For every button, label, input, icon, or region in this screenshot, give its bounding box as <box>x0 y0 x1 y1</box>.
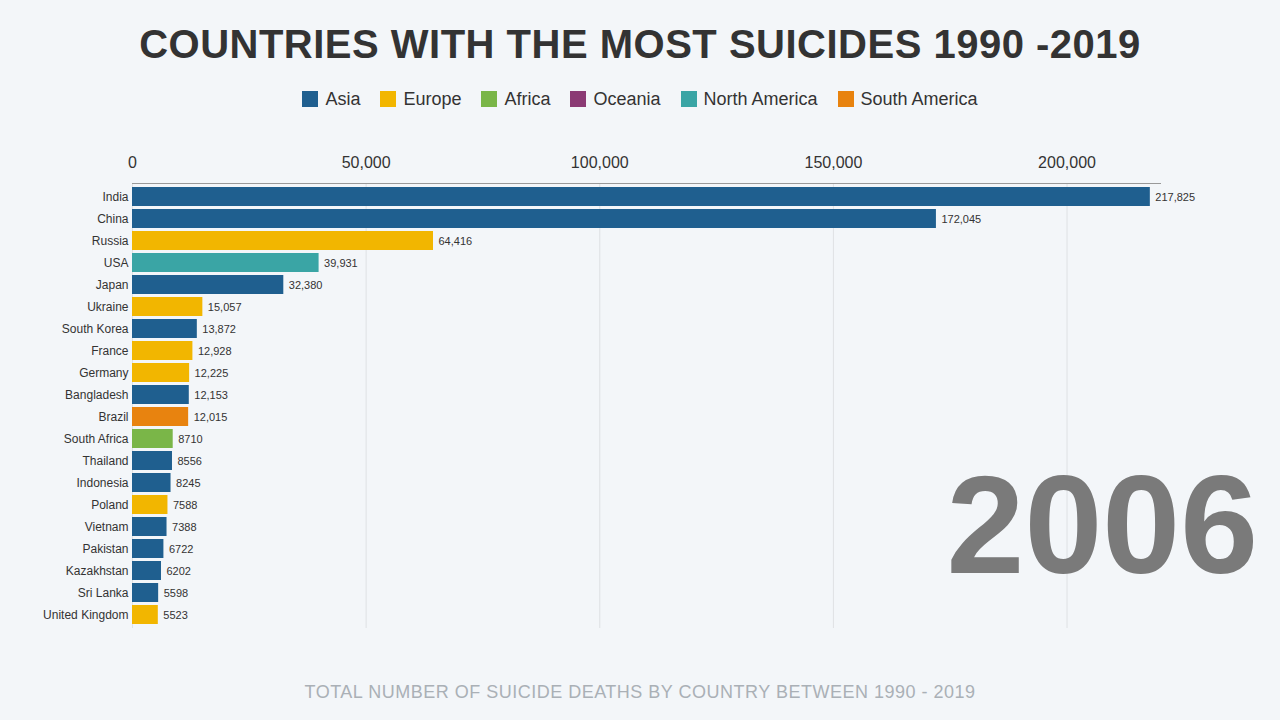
svg-text:8556: 8556 <box>177 455 201 467</box>
svg-text:India: India <box>102 190 128 204</box>
svg-text:Vietnam: Vietnam <box>85 520 129 534</box>
svg-text:Bangladesh: Bangladesh <box>65 388 128 402</box>
html-text:COUNTRIES WITH THE MOST SUICID: COUNTRIES WITH THE MOST SUICIDES 1990 -2… <box>139 22 1141 66</box>
svg-text:Japan: Japan <box>96 278 129 292</box>
svg-text:South Korea: South Korea <box>62 322 129 336</box>
svg-text:0: 0 <box>128 154 137 171</box>
svg-text:6202: 6202 <box>166 565 190 577</box>
svg-text:5598: 5598 <box>164 587 188 599</box>
svg-text:Sri Lanka: Sri Lanka <box>78 586 129 600</box>
svg-text:7588: 7588 <box>173 499 197 511</box>
svg-text:Pakistan: Pakistan <box>82 542 128 556</box>
svg-text:5523: 5523 <box>163 609 187 621</box>
svg-text:6722: 6722 <box>169 543 193 555</box>
svg-text:64,416: 64,416 <box>438 235 472 247</box>
html-text:South America: South America <box>860 88 978 109</box>
svg-text:50,000: 50,000 <box>342 154 391 171</box>
svg-text:Indonesia: Indonesia <box>76 476 128 490</box>
svg-text:172,045: 172,045 <box>941 213 981 225</box>
svg-text:15,057: 15,057 <box>208 301 242 313</box>
svg-text:32,380: 32,380 <box>289 279 323 291</box>
svg-text:12,015: 12,015 <box>194 411 228 423</box>
svg-text:13,872: 13,872 <box>202 323 236 335</box>
svg-text:39,931: 39,931 <box>324 257 358 269</box>
svg-text:100,000: 100,000 <box>571 154 629 171</box>
html-text:Africa: Africa <box>504 88 551 109</box>
svg-text:Ukraine: Ukraine <box>87 300 129 314</box>
svg-text:12,225: 12,225 <box>195 367 229 379</box>
svg-text:12,928: 12,928 <box>198 345 232 357</box>
svg-text:China: China <box>97 212 129 226</box>
svg-text:200,000: 200,000 <box>1038 154 1096 171</box>
html-text:Oceania: Oceania <box>593 88 661 109</box>
svg-text:Russia: Russia <box>92 234 129 248</box>
svg-text:8245: 8245 <box>176 477 200 489</box>
svg-text:Poland: Poland <box>91 498 128 512</box>
svg-text:12,153: 12,153 <box>194 389 228 401</box>
html-text:Asia: Asia <box>325 88 361 109</box>
html-text:Europe: Europe <box>403 88 462 109</box>
svg-text:USA: USA <box>104 256 129 270</box>
svg-text:United Kingdom: United Kingdom <box>43 608 128 622</box>
svg-text:217,825: 217,825 <box>1155 191 1195 203</box>
html-text:North America: North America <box>703 88 818 109</box>
svg-text:Kazakhstan: Kazakhstan <box>66 564 129 578</box>
svg-text:France: France <box>91 344 129 358</box>
svg-text:Brazil: Brazil <box>98 410 128 424</box>
svg-text:Germany: Germany <box>79 366 128 380</box>
svg-text:150,000: 150,000 <box>804 154 862 171</box>
html-text:2006: 2006 <box>946 446 1258 603</box>
html-text:TOTAL NUMBER OF SUICIDE DEATHS: TOTAL NUMBER OF SUICIDE DEATHS BY COUNTR… <box>304 682 976 702</box>
svg-text:Thailand: Thailand <box>82 454 128 468</box>
svg-text:8710: 8710 <box>178 433 202 445</box>
svg-text:South Africa: South Africa <box>64 432 129 446</box>
svg-text:7388: 7388 <box>172 521 196 533</box>
